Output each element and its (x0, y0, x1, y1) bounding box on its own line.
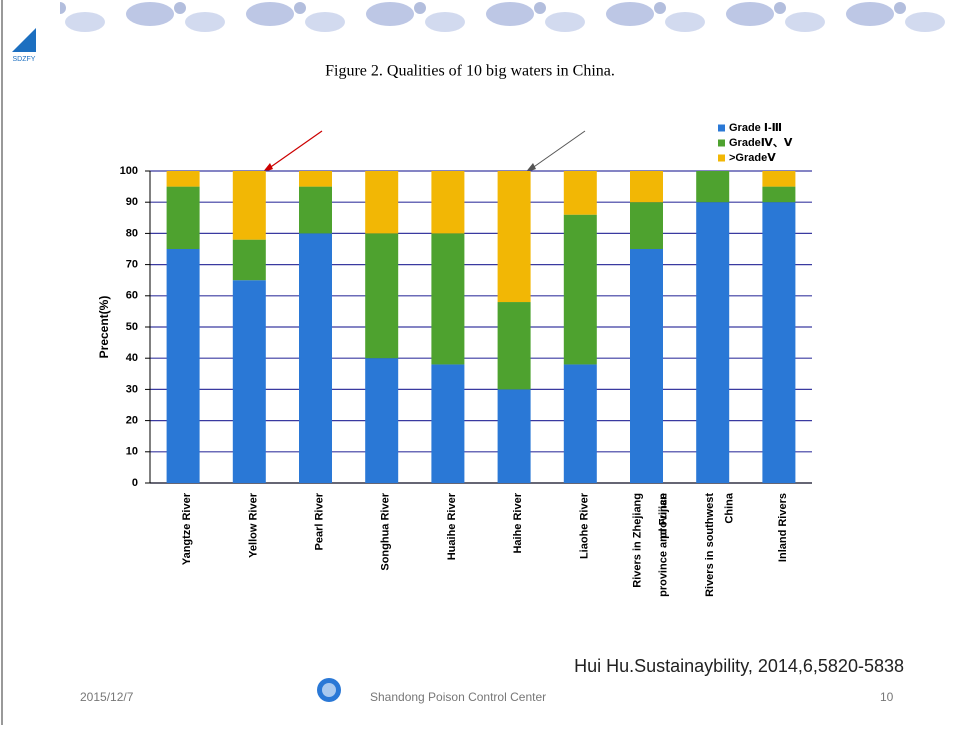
bar-segment (232, 239, 266, 281)
footer-date: 2015/12/7 (80, 690, 134, 704)
bar-segment (431, 171, 465, 234)
x-tick-label-text: Inland Rivers (777, 493, 789, 562)
x-tick-label: Huaihe River (446, 492, 458, 560)
x-tick-label: Haihe River (512, 492, 524, 553)
footer-page: 10 (880, 690, 894, 704)
x-tick-label: Pearl River (313, 492, 325, 550)
x-tick-label: Rivers in Zhejiang province and Fujianpro… (631, 493, 669, 597)
bar-segment (563, 171, 597, 215)
x-tick-label-text: Yellow River (247, 492, 259, 558)
bar-segment (762, 171, 796, 187)
legend-label: >GradeⅤ (729, 152, 776, 164)
logo-text: SDZFY (13, 56, 36, 63)
logo-mark (12, 28, 36, 52)
bar-segment (299, 171, 332, 187)
y-tick-label: 0 (132, 477, 138, 489)
y-tick-label: 100 (120, 165, 138, 177)
y-tick-label: 80 (126, 227, 138, 239)
legend-label: Grade Ⅰ-Ⅲ (729, 122, 782, 134)
bar-segment (563, 364, 597, 483)
x-tick-label: Inland Rivers (777, 493, 789, 562)
bar-segment (299, 186, 332, 234)
y-tick-label: 30 (126, 383, 138, 395)
y-tick-label: 90 (126, 196, 138, 208)
x-tick-label-text: Pearl River (313, 492, 325, 550)
footer-logo-inner (322, 683, 336, 697)
citation: Hui Hu.Sustainaybility, 2014,6,5820-5838 (574, 656, 904, 676)
bar-segment (630, 249, 663, 483)
x-tick-label-text: Songhua River (380, 492, 392, 570)
footer-organization: Shandong Poison Control Center (370, 690, 546, 704)
y-tick-label: 70 (126, 259, 138, 271)
y-tick-label: 50 (126, 321, 138, 333)
bar-segment (497, 171, 531, 303)
decorative-border-wash (60, 0, 953, 44)
x-tick-label-text: Liaohe River (578, 492, 590, 559)
bar-segment (365, 171, 399, 234)
y-tick-label: 40 (126, 352, 138, 364)
bar-segment (497, 302, 531, 390)
legend-swatch (718, 154, 725, 162)
bar-segment (431, 364, 465, 483)
chart-title: Figure 2. Qualities of 10 big waters in … (325, 63, 615, 80)
bar-segment (762, 186, 796, 203)
x-tick-label: Yellow River (247, 492, 259, 558)
bar-segment (232, 171, 266, 240)
bar-segment (166, 171, 200, 187)
bar-segment (431, 233, 465, 365)
bar-segment (630, 202, 663, 249)
bar-segment (166, 249, 200, 483)
y-tick-label: 10 (126, 446, 138, 458)
y-axis-label: Precent(%) (97, 296, 111, 359)
bar-segment (563, 214, 597, 365)
x-tick-label: Rivers in southwest China (704, 492, 736, 597)
x-tick-label-text: Yangtze River (181, 492, 193, 565)
bar-segment (232, 280, 266, 483)
y-tick-label: 60 (126, 290, 138, 302)
x-tick-label: Liaohe River (578, 492, 590, 559)
decorative-border (60, 0, 953, 44)
bar-segment (365, 358, 399, 483)
x-tick-label: Yangtze River (181, 492, 193, 565)
y-tick-label: 20 (126, 415, 138, 427)
arrow (264, 130, 323, 172)
bar-segment (762, 202, 796, 483)
bar-segment (166, 186, 200, 249)
bar-segment (696, 171, 730, 203)
legend-swatch (718, 124, 725, 132)
bar-segment (365, 233, 399, 359)
legend-label: GradeⅣ、Ⅴ (729, 137, 793, 149)
x-tick-label-text: Haihe River (512, 492, 524, 553)
bar-segment (630, 171, 663, 203)
bar-segment (497, 389, 531, 483)
x-tick-label: Songhua River (380, 492, 392, 570)
legend-swatch (718, 139, 725, 147)
bar-segment (696, 202, 730, 483)
bar-segment (299, 233, 332, 483)
x-tick-label-text: Huaihe River (446, 492, 458, 560)
arrow (527, 130, 586, 172)
